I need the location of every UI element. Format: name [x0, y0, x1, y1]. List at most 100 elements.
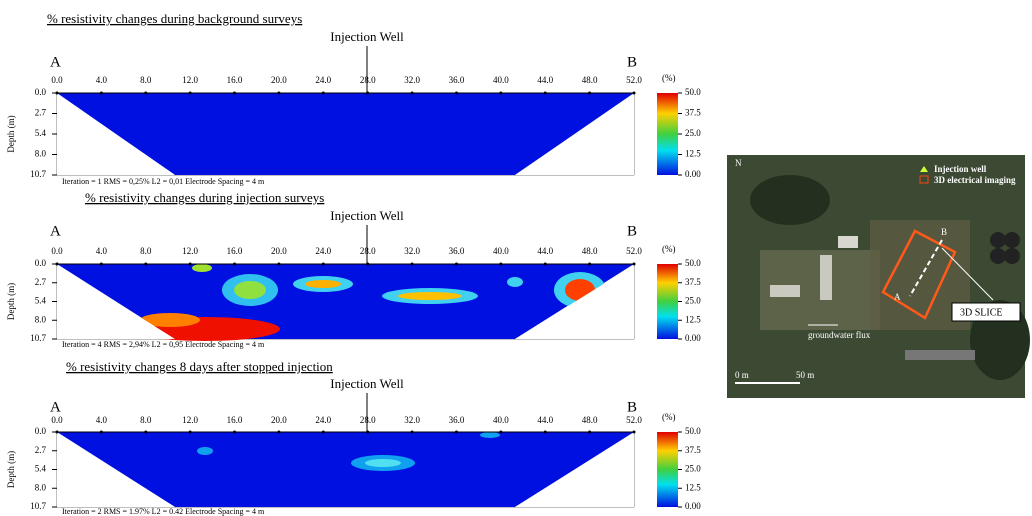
colorbar-tick-label: 12.5 — [685, 482, 701, 492]
anomaly — [507, 277, 523, 287]
anomaly — [305, 280, 341, 288]
section-body — [57, 93, 634, 175]
x-tick-label: 44.0 — [537, 75, 553, 85]
stats-line: Iteration = 4 RMS = 2,94% L2 = 0,95 Elec… — [62, 340, 265, 349]
depth-tick-label: 0.0 — [35, 426, 47, 436]
x-tick-label: 16.0 — [227, 246, 243, 256]
colorbar-tick-label: 50.0 — [685, 87, 701, 97]
colorbar-tick-label: 0.00 — [685, 169, 701, 179]
electrode — [499, 91, 503, 95]
electrode — [233, 262, 237, 266]
electrode — [588, 91, 592, 95]
electrode — [277, 91, 281, 95]
x-tick-label: 24.0 — [315, 415, 331, 425]
x-tick-label: 0.0 — [51, 415, 63, 425]
section-body-mask-left — [57, 265, 175, 339]
electrode — [588, 430, 592, 434]
colorbar-unit: (%) — [662, 73, 676, 83]
electrode — [366, 262, 370, 266]
electrode — [233, 430, 237, 434]
depth-tick-label: 2.7 — [35, 277, 47, 287]
b-label: B — [627, 399, 637, 415]
colorbar-unit: (%) — [662, 412, 676, 422]
colorbar-tick-label: 25.0 — [685, 464, 701, 474]
depth-tick-label: 2.7 — [35, 445, 47, 455]
x-tick-label: 4.0 — [96, 246, 108, 256]
a-label: A — [50, 54, 61, 70]
colorbar-tick-label: 50.0 — [685, 426, 701, 436]
x-tick-label: 40.0 — [493, 415, 509, 425]
x-tick-label: 40.0 — [493, 246, 509, 256]
electrode — [321, 430, 325, 434]
electrode — [277, 262, 281, 266]
electrode — [454, 262, 458, 266]
stats-line: Iteration = 2 RMS = 1.97% L2 = 0.42 Elec… — [62, 507, 265, 516]
x-tick-label: 28.0 — [360, 246, 376, 256]
map-legend-well: Injection well — [934, 164, 987, 174]
x-tick-label: 36.0 — [449, 75, 465, 85]
x-tick-label: 36.0 — [449, 246, 465, 256]
x-tick-label: 24.0 — [315, 246, 331, 256]
section-body-mask-left — [57, 433, 175, 507]
x-tick-label: 28.0 — [360, 415, 376, 425]
site-map: N Injection well 3D electrical imaging B… — [727, 155, 1030, 398]
map-flux-label: groundwater flux — [808, 330, 871, 340]
x-tick-label: 44.0 — [537, 246, 553, 256]
x-tick-label: 20.0 — [271, 75, 287, 85]
depth-tick-label: 5.4 — [35, 296, 47, 306]
depth-axis-label: Depth (m) — [6, 451, 16, 488]
colorbar-tick-label: 50.0 — [685, 258, 701, 268]
x-tick-label: 4.0 — [96, 75, 108, 85]
depth-axis-label: Depth (m) — [6, 283, 16, 320]
b-label: B — [627, 223, 637, 239]
depth-tick-label: 5.4 — [35, 464, 47, 474]
colorbar-tick-label: 12.5 — [685, 149, 701, 159]
x-tick-label: 52.0 — [626, 415, 642, 425]
colorbar-tick-label: 25.0 — [685, 128, 701, 138]
depth-tick-label: 10.7 — [30, 169, 46, 179]
x-tick-label: 8.0 — [140, 246, 152, 256]
anomaly — [234, 281, 266, 299]
electrode — [144, 262, 148, 266]
x-tick-label: 4.0 — [96, 415, 108, 425]
x-tick-label: 32.0 — [404, 415, 420, 425]
depth-tick-label: 2.7 — [35, 108, 47, 118]
electrode — [144, 91, 148, 95]
electrode — [454, 430, 458, 434]
colorbar-tick-label: 25.0 — [685, 296, 701, 306]
x-tick-label: 16.0 — [227, 415, 243, 425]
electrode — [366, 430, 370, 434]
electrode — [543, 430, 547, 434]
panel-title: % resistivity changes 8 days after stopp… — [66, 359, 333, 374]
anomaly — [480, 432, 500, 438]
x-tick-label: 8.0 — [140, 415, 152, 425]
electrode — [277, 430, 281, 434]
x-tick-label: 12.0 — [182, 75, 198, 85]
map-a-label: A — [894, 292, 901, 302]
depth-tick-label: 8.0 — [35, 314, 47, 324]
electrode — [188, 430, 192, 434]
x-tick-label: 24.0 — [315, 75, 331, 85]
x-tick-label: 20.0 — [271, 415, 287, 425]
x-tick-label: 36.0 — [449, 415, 465, 425]
x-tick-label: 28.0 — [360, 75, 376, 85]
colorbar-tick-label: 37.5 — [685, 445, 701, 455]
anomaly — [398, 292, 462, 300]
a-label: A — [50, 223, 61, 239]
well-label: Injection Well — [330, 208, 404, 223]
depth-tick-label: 8.0 — [35, 149, 47, 159]
depth-tick-label: 0.0 — [35, 258, 47, 268]
electrode — [632, 262, 636, 266]
x-tick-label: 44.0 — [537, 415, 553, 425]
x-tick-label: 8.0 — [140, 75, 152, 85]
section-body-mask-left — [57, 94, 175, 175]
x-tick-label: 12.0 — [182, 415, 198, 425]
colorbar — [657, 432, 678, 507]
electrode — [144, 430, 148, 434]
x-tick-label: 52.0 — [626, 75, 642, 85]
electrode — [588, 262, 592, 266]
x-tick-label: 20.0 — [271, 246, 287, 256]
section-body-mask-right — [515, 94, 634, 175]
depth-tick-label: 10.7 — [30, 333, 46, 343]
colorbar-tick-label: 37.5 — [685, 108, 701, 118]
